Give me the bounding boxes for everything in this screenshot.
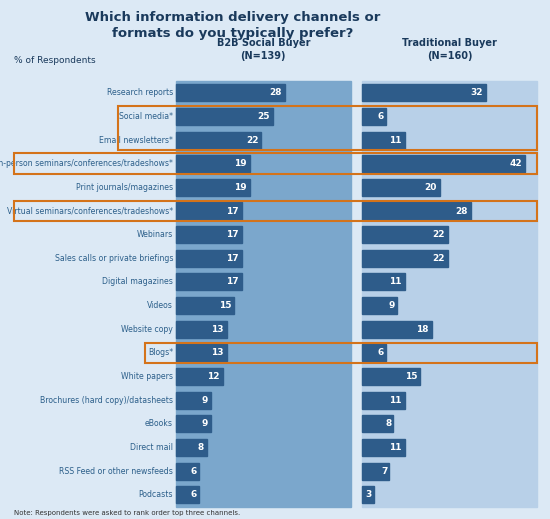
- Text: 7: 7: [381, 467, 387, 476]
- Text: 17: 17: [226, 254, 239, 263]
- Bar: [362, 108, 386, 125]
- Text: 6: 6: [190, 490, 196, 499]
- Text: 18: 18: [416, 325, 429, 334]
- Text: Research reports: Research reports: [107, 88, 173, 97]
- Text: 15: 15: [219, 301, 231, 310]
- Text: 11: 11: [389, 135, 402, 144]
- Bar: [362, 250, 448, 267]
- Bar: [176, 392, 211, 409]
- Text: 42: 42: [509, 159, 522, 168]
- Bar: [362, 202, 471, 220]
- Text: Webinars: Webinars: [137, 230, 173, 239]
- Bar: [362, 131, 405, 148]
- Text: 17: 17: [226, 278, 239, 286]
- Text: 11: 11: [389, 396, 402, 405]
- Bar: [176, 486, 200, 503]
- Text: Website copy: Website copy: [121, 325, 173, 334]
- Bar: [176, 274, 242, 291]
- Bar: [362, 345, 386, 361]
- Text: 28: 28: [455, 207, 468, 215]
- Text: eBooks: eBooks: [145, 419, 173, 428]
- Bar: [176, 81, 350, 507]
- Text: 22: 22: [432, 254, 444, 263]
- Text: Email newsletters*: Email newsletters*: [99, 135, 173, 144]
- Text: Podcasts: Podcasts: [139, 490, 173, 499]
- Text: 6: 6: [377, 112, 383, 121]
- Bar: [362, 439, 405, 456]
- Text: 13: 13: [211, 348, 223, 358]
- Text: 11: 11: [389, 443, 402, 452]
- Text: Print journals/magazines: Print journals/magazines: [76, 183, 173, 192]
- Bar: [362, 179, 440, 196]
- Bar: [362, 81, 537, 507]
- Text: 8: 8: [385, 419, 392, 428]
- Text: 6: 6: [377, 348, 383, 358]
- Text: 32: 32: [471, 88, 483, 97]
- Bar: [362, 392, 405, 409]
- Text: 3: 3: [366, 490, 372, 499]
- Text: 12: 12: [207, 372, 219, 381]
- Text: 6: 6: [190, 467, 196, 476]
- Bar: [176, 439, 207, 456]
- Bar: [176, 250, 242, 267]
- Text: Direct mail: Direct mail: [130, 443, 173, 452]
- Text: 17: 17: [226, 207, 239, 215]
- Bar: [176, 84, 285, 101]
- Text: 9: 9: [201, 396, 208, 405]
- Text: 17: 17: [226, 230, 239, 239]
- Text: 28: 28: [269, 88, 282, 97]
- Bar: [362, 486, 374, 503]
- Text: 22: 22: [432, 230, 444, 239]
- Text: Blogs*: Blogs*: [148, 348, 173, 358]
- Text: Traditional Buyer
(N=160): Traditional Buyer (N=160): [402, 38, 497, 61]
- Bar: [362, 297, 397, 314]
- Bar: [362, 321, 432, 338]
- Bar: [176, 179, 250, 196]
- Bar: [362, 274, 405, 291]
- Text: In-person seminars/conferences/tradeshows*: In-person seminars/conferences/tradeshow…: [0, 159, 173, 168]
- Bar: [176, 155, 250, 172]
- Bar: [362, 226, 448, 243]
- Bar: [176, 463, 200, 480]
- Text: Brochures (hard copy)/datasheets: Brochures (hard copy)/datasheets: [40, 396, 173, 405]
- Text: Virtual seminars/conferences/tradeshows*: Virtual seminars/conferences/tradeshows*: [7, 207, 173, 215]
- Text: 9: 9: [201, 419, 208, 428]
- Text: 19: 19: [234, 183, 247, 192]
- Text: 20: 20: [425, 183, 437, 192]
- Bar: [176, 345, 227, 361]
- Bar: [176, 297, 234, 314]
- Bar: [362, 368, 420, 385]
- Bar: [176, 108, 273, 125]
- Bar: [362, 463, 389, 480]
- Text: 8: 8: [198, 443, 204, 452]
- Text: 9: 9: [389, 301, 395, 310]
- Text: Which information delivery channels or
formats do you typically prefer?: Which information delivery channels or f…: [85, 11, 381, 40]
- Text: Sales calls or private briefings: Sales calls or private briefings: [54, 254, 173, 263]
- Text: 11: 11: [389, 278, 402, 286]
- Text: 15: 15: [405, 372, 417, 381]
- Bar: [176, 226, 242, 243]
- Text: B2B Social Buyer
(N=139): B2B Social Buyer (N=139): [217, 38, 310, 61]
- Bar: [362, 155, 525, 172]
- Bar: [362, 415, 393, 432]
- Text: % of Respondents: % of Respondents: [14, 56, 96, 65]
- Text: 22: 22: [246, 135, 258, 144]
- Text: Videos: Videos: [147, 301, 173, 310]
- Text: Note: Respondents were asked to rank order top three channels.
*Indicates a stat: Note: Respondents were asked to rank ord…: [14, 510, 249, 519]
- Text: RSS Feed or other newsfeeds: RSS Feed or other newsfeeds: [59, 467, 173, 476]
- Bar: [176, 321, 227, 338]
- Bar: [176, 131, 261, 148]
- Bar: [176, 368, 223, 385]
- Text: White papers: White papers: [121, 372, 173, 381]
- Text: Digital magazines: Digital magazines: [102, 278, 173, 286]
- Text: Social media*: Social media*: [119, 112, 173, 121]
- Bar: [176, 415, 211, 432]
- Bar: [176, 202, 242, 220]
- Text: 25: 25: [257, 112, 270, 121]
- Text: 19: 19: [234, 159, 247, 168]
- Text: 13: 13: [211, 325, 223, 334]
- Bar: [362, 84, 486, 101]
